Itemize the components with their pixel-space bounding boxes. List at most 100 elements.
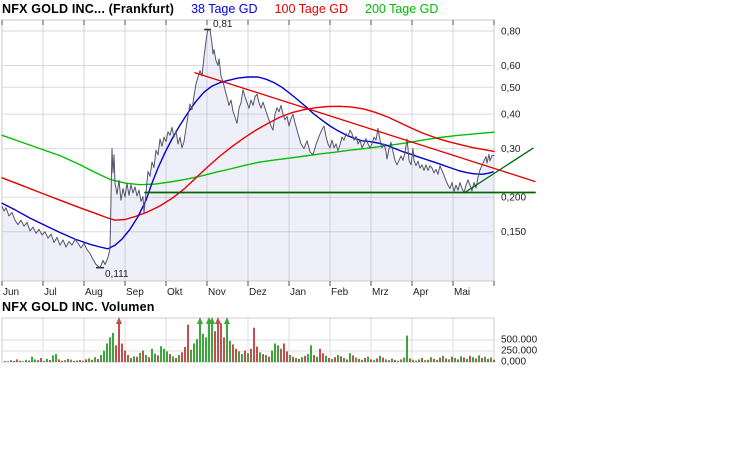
x-axis-label: Dez (249, 287, 267, 298)
volume-bar (319, 348, 321, 362)
legend-200-tage-gd: 200 Tage GD (365, 2, 439, 16)
volume-bar (82, 360, 84, 362)
volume-bar (28, 360, 30, 362)
chart-title: NFX GOLD INC... (Frankfurt) (2, 2, 175, 16)
volume-bar (361, 359, 363, 362)
volume-bar (448, 359, 450, 362)
volume-bar (190, 349, 192, 362)
y-axis-label: 0,40 (501, 110, 521, 121)
volume-bar (22, 361, 24, 362)
volume-bar (130, 358, 132, 362)
volume-bar (232, 344, 234, 362)
volume-axis-label: 500.000 (501, 335, 538, 346)
volume-bar (217, 323, 219, 362)
volume-bar (316, 356, 318, 362)
volume-bar (493, 359, 495, 362)
volume-bar (124, 350, 126, 362)
volume-overflow-arrow (197, 317, 203, 324)
volume-overflow-arrow (224, 317, 230, 324)
volume-bar (139, 352, 141, 362)
volume-bar (280, 348, 282, 362)
volume-bar (118, 323, 120, 362)
volume-bar (94, 357, 96, 362)
volume-bar (295, 358, 297, 362)
uptrend-line (463, 147, 534, 194)
volume-bar (379, 355, 381, 362)
volume-bar (427, 359, 429, 362)
volume-bar (4, 361, 6, 362)
volume-bar (367, 356, 369, 362)
volume-bar (115, 345, 117, 362)
volume-bar (91, 359, 93, 362)
volume-bar (382, 357, 384, 362)
volume-bar (43, 360, 45, 362)
volume-bar (175, 358, 177, 362)
y-axis-label: 0,50 (501, 83, 521, 94)
volume-bar (163, 348, 165, 362)
volume-chart-title: NFX GOLD INC. Volumen (2, 300, 155, 314)
volume-bar (112, 333, 114, 362)
volume-bar (436, 359, 438, 362)
volume-bar (481, 358, 483, 362)
volume-bar (433, 358, 435, 362)
x-axis-label: Apr (413, 287, 429, 298)
volume-bar (349, 353, 351, 362)
volume-bar (298, 358, 300, 362)
y-axis-label: 0,60 (501, 61, 521, 72)
volume-bar (337, 355, 339, 362)
volume-bar (196, 339, 198, 362)
volume-bar (70, 359, 72, 362)
volume-bar (10, 360, 12, 362)
volume-bar (463, 357, 465, 362)
volume-bar (307, 354, 309, 362)
x-axis-label: Jan (290, 287, 306, 298)
x-axis-label: Jul (44, 287, 57, 298)
volume-bar (67, 358, 69, 362)
volume-bar (193, 343, 195, 362)
volume-bar (250, 348, 252, 362)
volume-bar (142, 350, 144, 362)
volume-bar (226, 323, 228, 362)
volume-bar (235, 348, 237, 362)
volume-axis-label: 0,000 (501, 357, 526, 368)
volume-bar (145, 355, 147, 362)
volume-bar (472, 357, 474, 362)
volume-bar (412, 359, 414, 362)
volume-bar (259, 352, 261, 362)
volume-bar (310, 345, 312, 362)
price-extreme-label: 0,111 (105, 269, 129, 280)
x-axis-label: Aug (85, 287, 103, 298)
volume-bar (229, 340, 231, 362)
volume-bar (208, 323, 210, 362)
y-axis-label: 0,80 (501, 27, 521, 38)
volume-bar (241, 354, 243, 362)
volume-bar (154, 353, 156, 362)
volume-bar (34, 359, 36, 362)
ma-200-line (1, 131, 495, 186)
volume-bar (313, 355, 315, 362)
volume-bar (286, 351, 288, 362)
volume-bar (223, 337, 225, 362)
x-axis-label: Mrz (372, 287, 389, 298)
volume-axis-label: 250.000 (501, 346, 538, 357)
volume-bar (220, 323, 222, 362)
volume-bar (376, 358, 378, 362)
volume-bar (430, 357, 432, 362)
volume-bar (88, 358, 90, 362)
volume-bar (460, 356, 462, 362)
price-chart-header: NFX GOLD INC... (Frankfurt) 38 Tage GD 1… (2, 2, 438, 16)
volume-bar (25, 359, 27, 362)
volume-bar (397, 360, 399, 362)
volume-bar (166, 351, 168, 362)
volume-bar (106, 343, 108, 362)
volume-bar (181, 352, 183, 362)
volume-bar (343, 358, 345, 362)
volume-bar (487, 358, 489, 362)
volume-bar (283, 343, 285, 362)
volume-bar (424, 360, 426, 362)
volume-bar (136, 356, 138, 362)
volume-bar (355, 357, 357, 362)
volume-bar (292, 356, 294, 362)
price-extreme-label: 0,81 (213, 19, 233, 30)
